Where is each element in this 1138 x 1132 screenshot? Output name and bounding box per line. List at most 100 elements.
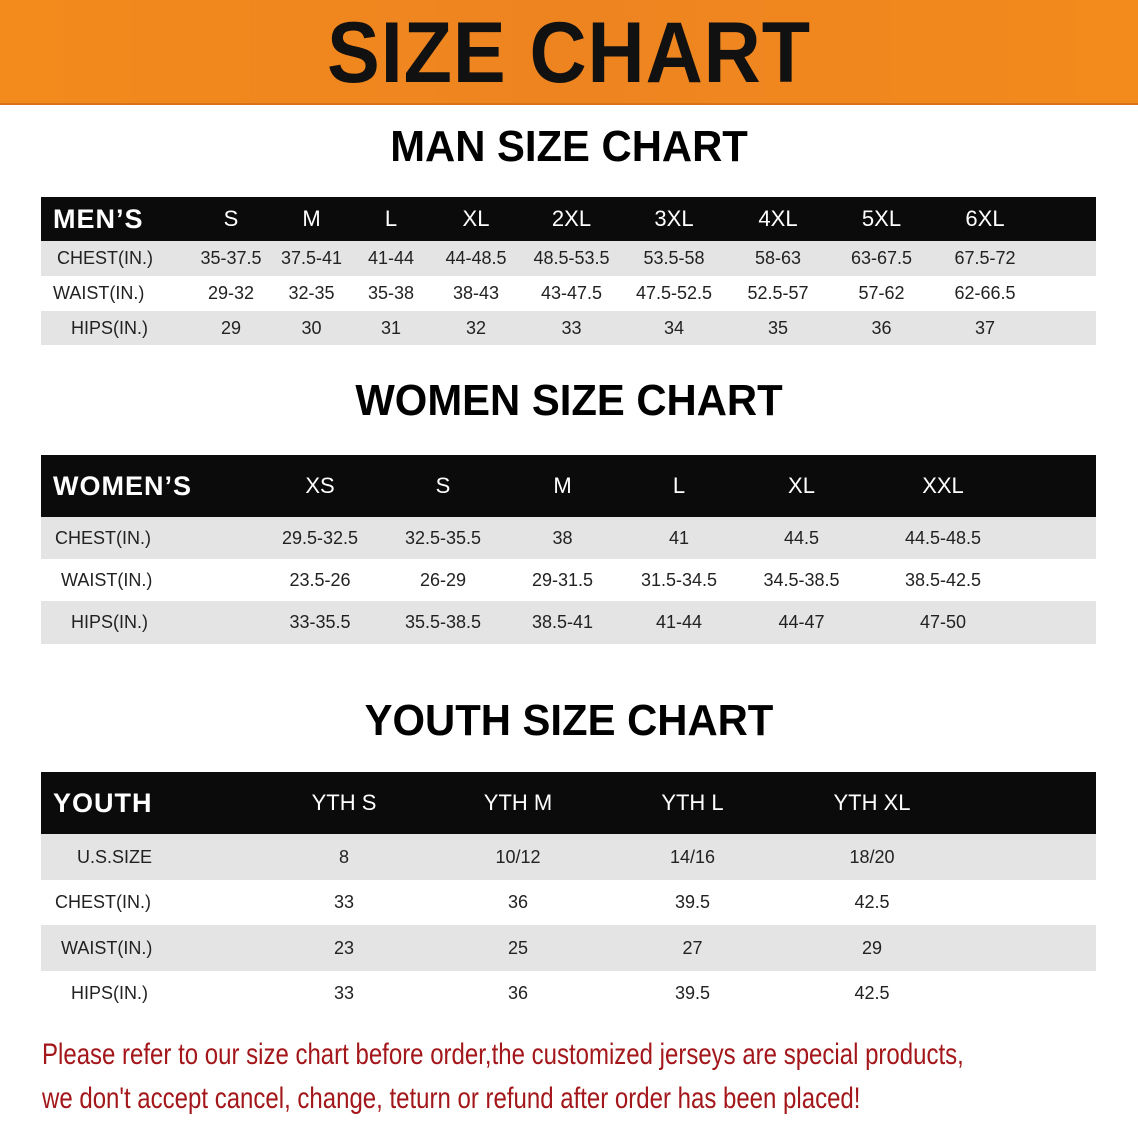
table-title-cell: YOUTH — [53, 787, 153, 818]
row-label: CHEST(IN.) — [55, 527, 151, 548]
measurement-cell: 25 — [507, 937, 529, 958]
row-label: HIPS(IN.) — [71, 983, 149, 1003]
empty-cell — [1020, 559, 1096, 601]
measurement-cell: 44-48.5 — [445, 248, 507, 268]
measurement-cell: 18/20 — [849, 846, 895, 867]
measurement-cell: 38.5-41 — [531, 612, 594, 632]
measurement-cell: 53.5-58 — [643, 248, 705, 268]
measurement-cell: 52.5-57 — [747, 283, 809, 303]
size-header-cell: 2XL — [551, 206, 592, 231]
table-row: U.S.SIZE 8 10/12 14/16 18/20 — [41, 834, 1096, 880]
measurement-cell: 43-47.5 — [540, 283, 603, 303]
empty-cell — [965, 880, 1096, 925]
row-label: HIPS(IN.) — [71, 317, 149, 338]
row-label: HIPS(IN.) — [71, 612, 149, 632]
men-size-table: MEN’S S M L XL 2XL 3XL 4XL 5XL 6XL CHEST(IN.) 35-37… — [41, 197, 1096, 345]
women-size-table: WOMEN’S XS S M L XL XXL CHEST(IN.) 29.5-32.5 32.5… — [41, 455, 1096, 644]
measurement-cell: 38 — [552, 527, 573, 548]
size-header-cell: XL — [462, 206, 490, 231]
table-row: WAIST(IN.) 29-32 32-35 35-38 38-43 43-47.5 47.… — [41, 276, 1096, 311]
measurement-cell: 48.5-53.5 — [533, 248, 610, 268]
measurement-cell: 33 — [561, 317, 582, 338]
table-row: CHEST(IN.) 29.5-32.5 32.5-35.5 38 41 44.5 44.5… — [41, 517, 1096, 559]
measurement-cell: 14/16 — [669, 846, 716, 867]
measurement-cell: 38.5-42.5 — [904, 569, 982, 590]
measurement-cell: 8 — [338, 846, 349, 867]
row-label: WAIST(IN.) — [61, 569, 153, 590]
size-header-cell: YTH M — [483, 790, 553, 815]
size-header-cell: YTH XL — [833, 790, 911, 815]
banner: SIZE CHART — [0, 0, 1138, 105]
measurement-cell: 36 — [507, 983, 529, 1003]
empty-cell — [965, 971, 1096, 1016]
size-header-cell: S — [435, 473, 451, 498]
measurement-cell: 32 — [465, 317, 487, 338]
measurement-cell: 37 — [974, 317, 996, 338]
empty-cell — [965, 772, 1096, 834]
empty-cell — [965, 834, 1096, 880]
measurement-cell: 37.5-41 — [280, 248, 343, 268]
banner-title: SIZE CHART — [327, 5, 811, 101]
empty-cell — [1037, 197, 1096, 241]
measurement-cell: 27 — [682, 937, 703, 958]
table-header-row: YOUTH YTH S YTH M YTH L YTH XL — [41, 772, 1096, 834]
size-header-cell: 6XL — [965, 206, 1005, 231]
empty-cell — [965, 925, 1096, 971]
measurement-cell: 29-31.5 — [531, 569, 594, 590]
table-row: HIPS(IN.) 29 30 31 32 33 34 35 36 37 — [41, 311, 1096, 345]
table-row: WAIST(IN.) 23.5-26 26-29 29-31.5 31.5-34.5 34… — [41, 559, 1096, 601]
measurement-cell: 41-44 — [367, 248, 415, 268]
table-title-cell: MEN’S — [53, 203, 144, 234]
measurement-cell: 41-44 — [655, 612, 703, 632]
row-label: WAIST(IN.) — [61, 937, 153, 958]
table-header-row: MEN’S S M L XL 2XL 3XL 4XL 5XL 6XL — [41, 197, 1096, 241]
policy-note-line-1: Please refer to our size chart before or… — [42, 1038, 964, 1071]
measurement-cell: 36 — [871, 317, 892, 338]
measurement-cell: 35 — [767, 317, 789, 338]
row-label: CHEST(IN.) — [55, 892, 151, 912]
measurement-cell: 29 — [220, 317, 242, 338]
table-row: WAIST(IN.) 23 25 27 29 — [41, 925, 1096, 971]
row-label: U.S.SIZE — [77, 846, 153, 867]
measurement-cell: 47.5-52.5 — [635, 283, 713, 303]
measurement-cell: 10/12 — [495, 846, 541, 867]
measurement-cell: 29.5-32.5 — [281, 527, 359, 548]
youth-size-table: YOUTH YTH S YTH M YTH L YTH XL U.S.SIZE 8 10/12… — [41, 772, 1096, 1016]
measurement-cell: 33 — [333, 892, 355, 912]
men-section-title: MAN SIZE CHART — [390, 122, 748, 171]
measurement-cell: 62-66.5 — [954, 283, 1016, 303]
empty-cell — [1037, 276, 1096, 311]
row-label: WAIST(IN.) — [53, 283, 145, 303]
measurement-cell: 57-62 — [858, 283, 905, 303]
empty-cell — [1020, 455, 1096, 517]
size-header-cell: XS — [305, 473, 335, 498]
size-header-cell: YTH L — [661, 790, 724, 815]
empty-cell — [1037, 311, 1096, 345]
table-row: CHEST(IN.) 35-37.5 37.5-41 41-44 44-48.5 48.5… — [41, 241, 1096, 276]
table-row: CHEST(IN.) 33 36 39.5 42.5 — [41, 880, 1096, 925]
table-row: HIPS(IN.) 33-35.5 35.5-38.5 38.5-41 41-44 44-… — [41, 601, 1096, 644]
size-header-cell: S — [223, 206, 239, 231]
measurement-cell: 39.5 — [674, 983, 711, 1003]
measurement-cell: 39.5 — [674, 892, 711, 912]
measurement-cell: 47-50 — [919, 612, 967, 632]
measurement-cell: 58-63 — [754, 248, 802, 268]
measurement-cell: 31 — [380, 317, 402, 338]
size-header-cell: 5XL — [861, 206, 902, 231]
measurement-cell: 36 — [507, 892, 529, 912]
youth-section-title: YOUTH SIZE CHART — [364, 696, 774, 745]
measurement-cell: 29-32 — [207, 283, 255, 303]
size-header-cell: L — [384, 206, 398, 231]
measurement-cell: 35-37.5 — [200, 248, 262, 268]
row-label: CHEST(IN.) — [57, 248, 153, 268]
empty-cell — [1020, 517, 1096, 559]
size-header-cell: 3XL — [654, 206, 694, 231]
measurement-cell: 29 — [861, 937, 883, 958]
measurement-cell: 33-35.5 — [289, 612, 351, 632]
measurement-cell: 26-29 — [419, 569, 467, 590]
size-header-cell: YTH S — [311, 790, 377, 815]
measurement-cell: 35-38 — [367, 283, 415, 303]
measurement-cell: 32.5-35.5 — [404, 527, 482, 548]
measurement-cell: 42.5 — [854, 892, 890, 912]
measurement-cell: 34 — [663, 317, 685, 338]
